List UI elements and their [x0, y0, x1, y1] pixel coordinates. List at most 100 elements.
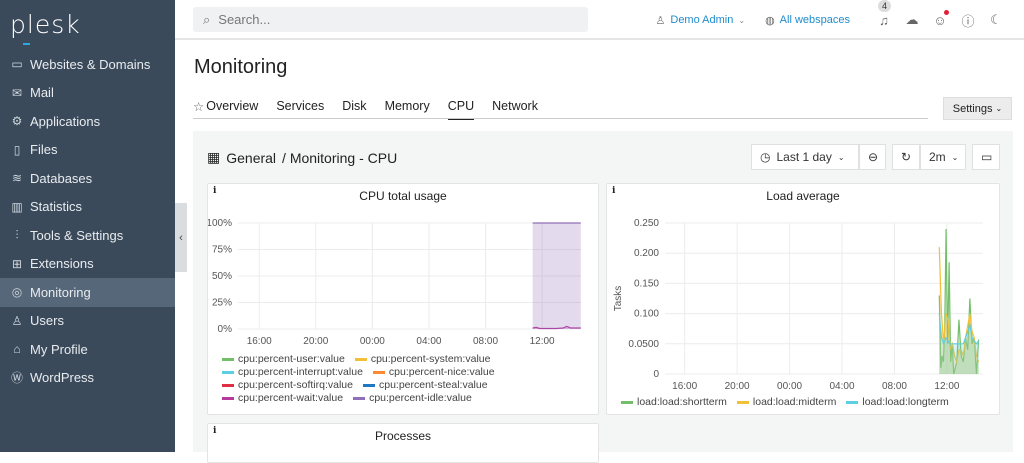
- refresh-interval-picker[interactable]: 2m ⌄: [920, 144, 966, 170]
- sidebar-item-tools-settings[interactable]: ⫶ Tools & Settings: [0, 221, 175, 250]
- zoom-out-button[interactable]: ⊖: [859, 144, 886, 170]
- y-tick-label: 100%: [208, 218, 232, 229]
- info-icon[interactable]: i: [213, 186, 217, 196]
- sidebar-item-label: Websites & Domains: [30, 56, 151, 72]
- folder-icon: ▯: [13, 142, 21, 157]
- user-icon: ♙: [11, 313, 23, 328]
- sidebar-item-label: Tools & Settings: [30, 227, 124, 243]
- y-tick-label: 25%: [212, 298, 232, 309]
- legend-swatch: [846, 400, 859, 404]
- sidebar-item-label: Monitoring: [30, 284, 91, 300]
- settings-button[interactable]: Settings ⌄: [943, 97, 1012, 120]
- feedback-button[interactable]: ☺: [926, 9, 954, 28]
- sidebar-item-statistics[interactable]: ▥ Statistics: [0, 193, 175, 222]
- legend-item[interactable]: load:load:longterm: [846, 396, 949, 408]
- info-icon[interactable]: i: [213, 426, 217, 436]
- dashboard-name: / Monitoring - CPU: [282, 149, 398, 166]
- load-average-panel: i Load average 0 0.0500 0.100 0.150 0.200 0.2…: [606, 183, 1000, 415]
- legend-item[interactable]: cpu:percent-wait:value: [222, 392, 343, 404]
- tab-overview[interactable]: Overview: [206, 99, 259, 113]
- chevron-down-icon: ⌄: [995, 104, 1003, 113]
- refresh-button[interactable]: ↻: [892, 144, 920, 170]
- time-range-label: Last 1 day: [776, 150, 832, 164]
- webspaces-label: All webspaces: [779, 14, 850, 26]
- legend-label: load:load:midterm: [752, 396, 837, 408]
- legend-item[interactable]: load:load:midterm: [736, 396, 837, 408]
- tab-network[interactable]: Network: [492, 99, 538, 113]
- x-tick-label: 04:00: [416, 336, 441, 347]
- tab-disk[interactable]: Disk: [342, 99, 367, 113]
- sidebar-item-extensions[interactable]: ⊞ Extensions: [0, 250, 175, 279]
- plesk-logo[interactable]: plesk: [10, 10, 81, 45]
- series-area: [532, 223, 581, 329]
- panel-title: CPU total usage: [359, 189, 447, 203]
- legend-item[interactable]: cpu:percent-idle:value: [353, 392, 472, 404]
- series-area: [532, 326, 581, 329]
- sidebar-item-mail[interactable]: ✉ Mail: [0, 79, 175, 108]
- cpu-total-usage-panel: i CPU total usage 0% 25% 50% 75% 100% 16:00 20…: [207, 183, 599, 415]
- legend-swatch: [222, 396, 234, 400]
- tab-cpu[interactable]: CPU: [447, 99, 475, 120]
- legend-label: cpu:percent-nice:value: [388, 366, 495, 378]
- sidebar-item-websites-domains[interactable]: ▭ Websites & Domains: [0, 50, 175, 79]
- sidebar-item-databases[interactable]: ≋ Databases: [0, 164, 175, 193]
- tabs-divider: [193, 118, 928, 119]
- webspaces-menu[interactable]: ◍ All webspaces: [765, 14, 850, 27]
- sidebar-item-applications[interactable]: ⚙ Applications: [0, 107, 175, 136]
- sidebar-item-label: WordPress: [30, 370, 95, 386]
- sidebar-item-label: Extensions: [30, 256, 94, 272]
- notifications-badge: 4: [878, 0, 892, 12]
- tv-mode-button[interactable]: ▭: [972, 144, 1000, 170]
- notifications-button[interactable]: ♫ 4: [870, 0, 898, 28]
- legend-swatch: [736, 400, 749, 404]
- legend-item[interactable]: cpu:percent-softirq:value: [222, 379, 353, 391]
- series-line: [532, 325, 581, 330]
- sidebar-item-label: Users: [30, 313, 64, 329]
- x-tick-label: 16:00: [672, 381, 697, 392]
- legend-item[interactable]: cpu:percent-steal:value: [362, 379, 488, 391]
- sidebar-item-monitoring[interactable]: ◎ Monitoring: [0, 278, 175, 307]
- tab-memory[interactable]: Memory: [384, 99, 430, 113]
- time-range-picker[interactable]: ◷ Last 1 day ⌄: [751, 144, 859, 170]
- legend-swatch: [222, 383, 234, 387]
- sidebar-nav: ▭ Websites & Domains ✉ Mail ⚙ Applications ▯ Fi…: [0, 50, 175, 392]
- sliders-icon: ⫶: [15, 227, 19, 242]
- help-button[interactable]: ⓘ: [954, 11, 982, 30]
- legend-item[interactable]: cpu:percent-interrupt:value: [222, 366, 363, 378]
- dark-mode-toggle[interactable]: ☾: [982, 12, 1010, 28]
- user-menu[interactable]: ♙ Demo Admin ⌄: [656, 14, 746, 27]
- info-icon[interactable]: i: [612, 186, 616, 196]
- sidebar-item-wordpress[interactable]: Ⓦ WordPress: [0, 364, 175, 393]
- sidebar-collapse-button[interactable]: ‹: [175, 203, 187, 272]
- search-placeholder: Search...: [218, 12, 271, 27]
- legend-item[interactable]: cpu:percent-nice:value: [372, 366, 495, 378]
- legend-swatch: [222, 357, 234, 361]
- sidebar-item-files[interactable]: ▯ Files: [0, 136, 175, 165]
- sidebar-item-label: Mail: [30, 85, 54, 101]
- gear-icon: ⚙: [11, 114, 23, 129]
- cloud-button[interactable]: ☁: [898, 12, 926, 28]
- tab-services[interactable]: Services: [276, 99, 325, 113]
- legend-item[interactable]: load:load:shortterm: [621, 396, 727, 408]
- legend-label: cpu:percent-steal:value: [378, 379, 488, 391]
- y-tick-label: 50%: [212, 271, 232, 282]
- y-tick-label: 0.100: [634, 309, 659, 320]
- dashboard-folder[interactable]: General: [226, 149, 277, 166]
- zoom-out-icon: ⊖: [868, 150, 879, 164]
- y-axis-label: Tasks: [613, 286, 624, 312]
- search-input[interactable]: ⌕ Search...: [193, 7, 588, 32]
- sidebar-item-label: Applications: [30, 113, 101, 129]
- series-line: [938, 313, 980, 346]
- legend-label: cpu:percent-system:value: [370, 353, 491, 365]
- bell-icon: ♫: [879, 12, 889, 28]
- legend-item[interactable]: cpu:percent-system:value: [354, 353, 491, 365]
- sidebar-item-users[interactable]: ♙ Users: [0, 307, 175, 336]
- legend-item[interactable]: cpu:percent-user:value: [222, 353, 345, 365]
- moon-icon: ☾: [990, 12, 1002, 27]
- sidebar-item-my-profile[interactable]: ⌂ My Profile: [0, 335, 175, 364]
- bar-chart-icon: ▥: [11, 199, 23, 214]
- star-icon[interactable]: ☆: [193, 100, 205, 114]
- smiley-icon: ☺: [933, 12, 947, 28]
- y-tick-label: 0.200: [634, 248, 659, 259]
- legend-swatch: [353, 396, 366, 400]
